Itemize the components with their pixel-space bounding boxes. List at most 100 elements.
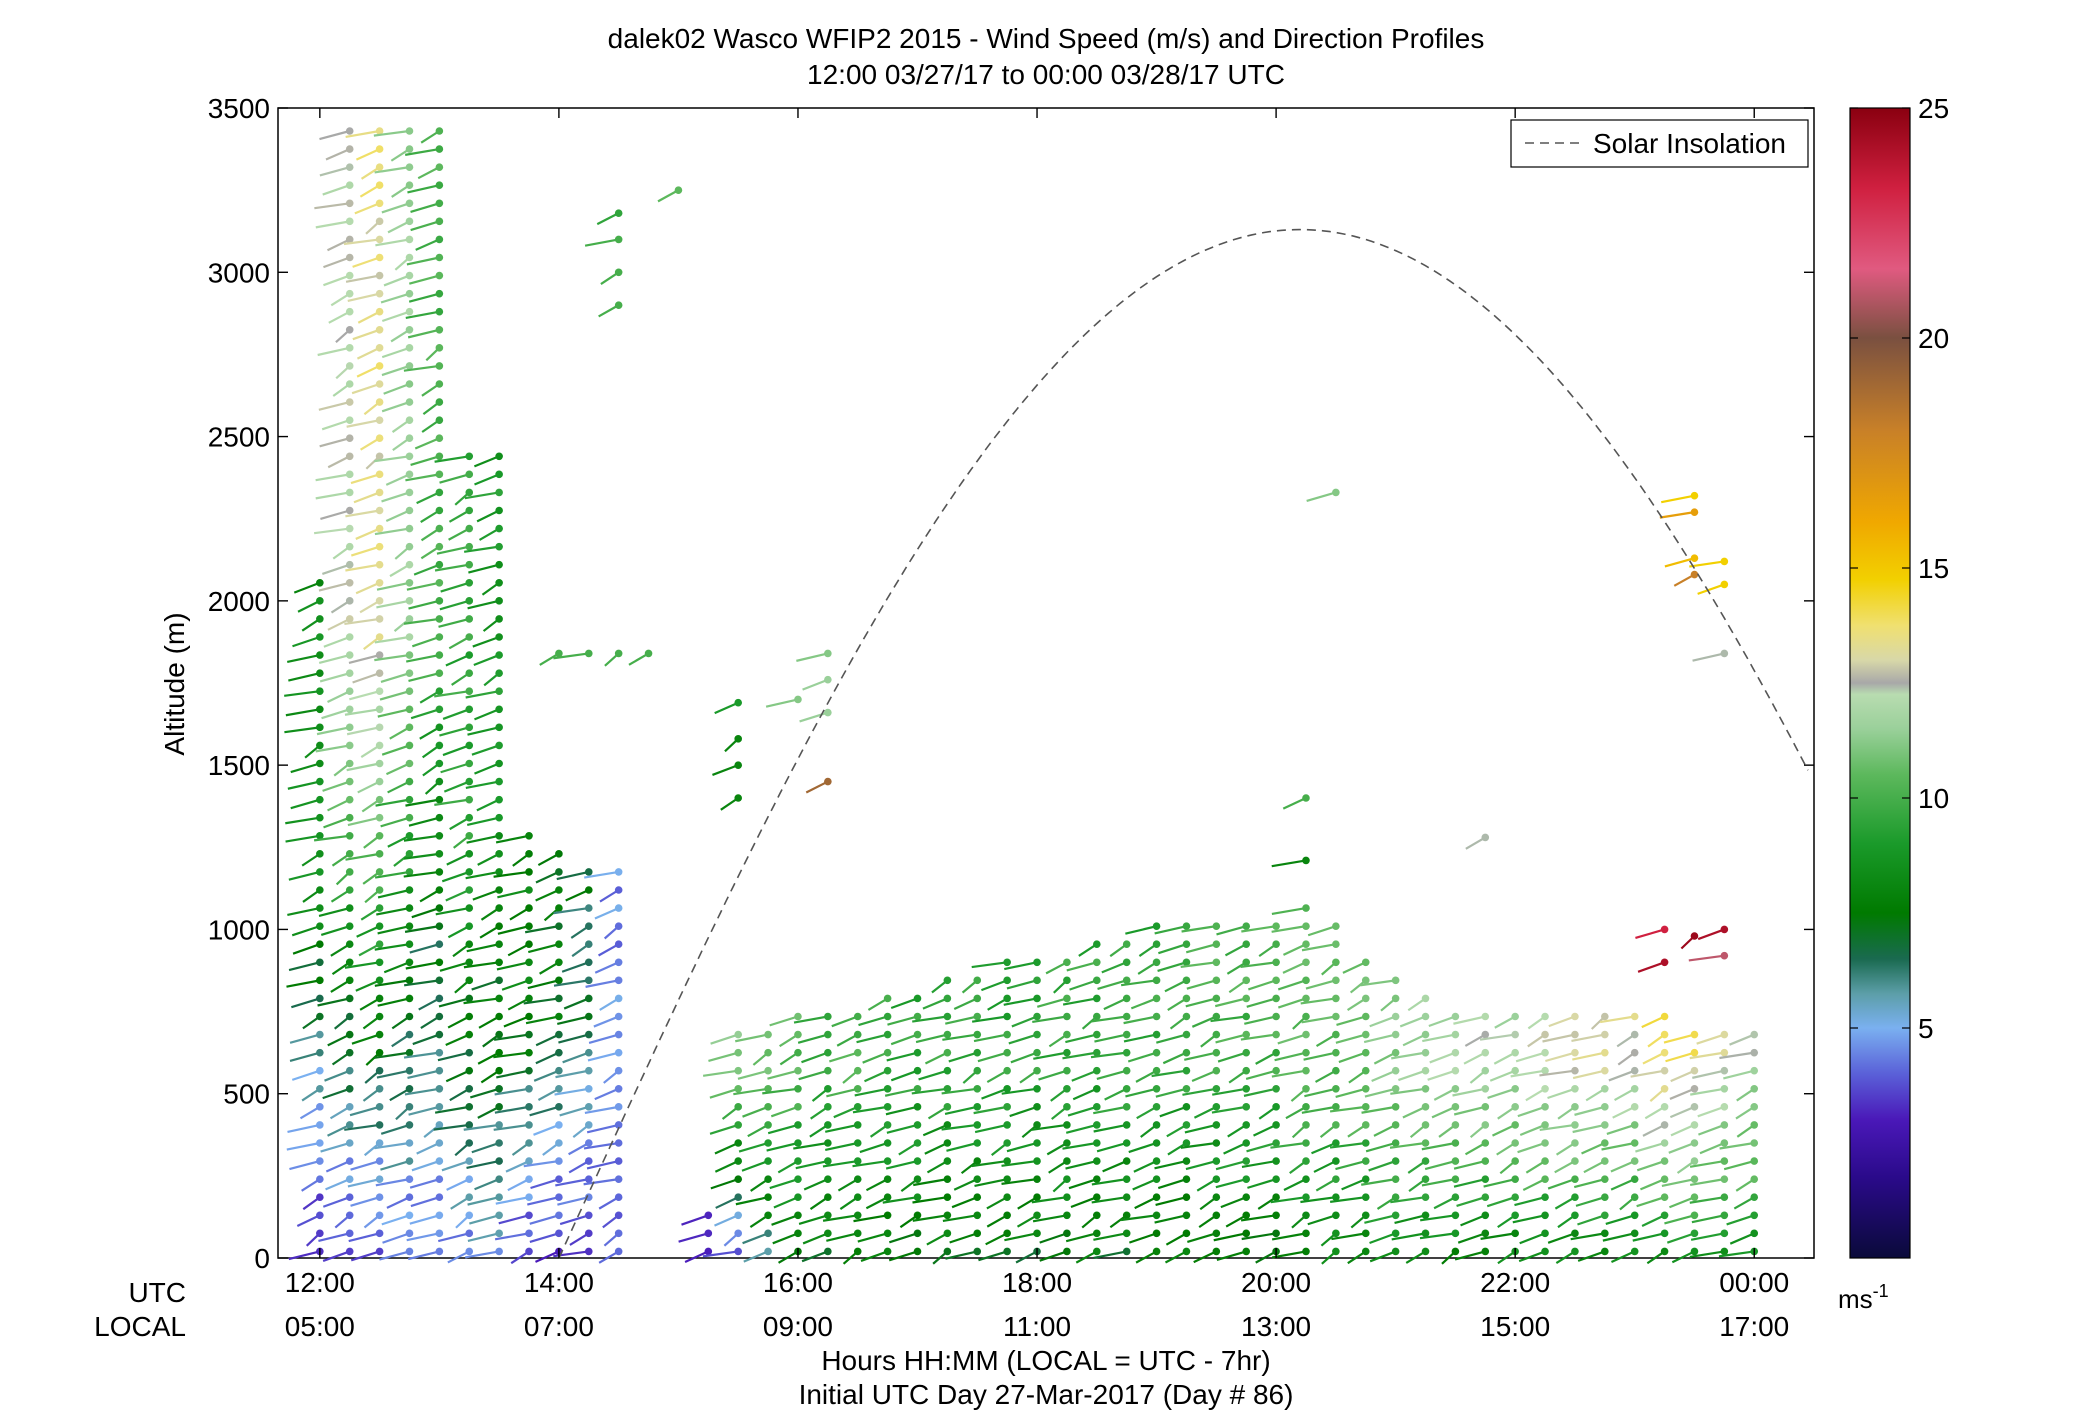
wind-barb-shaft-702 [1127, 1051, 1157, 1063]
wind-barb-point-576 [943, 1175, 952, 1183]
wind-barb-point-224 [405, 163, 414, 171]
wind-barb-shaft-939 [1539, 1069, 1576, 1077]
wind-barb-point-653 [1063, 976, 1071, 985]
wind-barb-shaft-338 [467, 1196, 500, 1206]
colorbar-tick-label-4: 25 [1918, 93, 1949, 124]
wind-barb-shaft-383 [495, 1196, 530, 1205]
wind-barb-point-848 [1391, 1139, 1400, 1147]
wind-barb-shaft-771 [1247, 1178, 1277, 1189]
wind-barb-point-24 [316, 813, 324, 822]
wind-barb-point-257 [435, 705, 444, 714]
wind-barb-point-30 [316, 705, 324, 714]
wind-barb-shaft-751 [1220, 1196, 1247, 1209]
wind-barb-shaft-574 [912, 1214, 948, 1222]
wind-barb-shaft-262 [403, 617, 440, 625]
wind-barb-point-53 [345, 976, 354, 985]
wind-barb-shaft-128 [346, 762, 380, 772]
wind-barb-point-399 [525, 904, 533, 912]
wind-barb-point-937 [1571, 1103, 1579, 1111]
wind-barb-shaft-246 [411, 907, 440, 919]
wind-barb-point-325 [465, 615, 474, 623]
wind-barb-point-419 [555, 976, 563, 985]
wind-barb-point-45 [345, 1121, 354, 1129]
x-tick-label-local-5: 15:00 [1480, 1311, 1550, 1342]
wind-barb-shaft-288 [405, 147, 440, 156]
wind-barb-point-359 [495, 813, 503, 822]
wind-barb-shaft-1051 [1697, 583, 1725, 595]
wind-barb-point-577 [943, 1157, 952, 1165]
wind-barb-point-467 [614, 922, 623, 930]
wind-barb-point-957 [1630, 1247, 1639, 1256]
wind-barb-shaft-123 [345, 852, 380, 861]
wind-barb-point-64 [345, 777, 354, 786]
wind-barb-shaft-435 [559, 1105, 590, 1117]
wind-barb-point-674 [1122, 1229, 1131, 1238]
wind-barb-point-85 [345, 398, 354, 406]
wind-barb-point-1054 [1660, 958, 1669, 967]
wind-barb-point-258 [435, 687, 444, 696]
wind-barb-point-958 [1630, 1229, 1639, 1238]
wind-barb-point-779 [1272, 1030, 1280, 1039]
wind-barb-point-711 [1182, 1229, 1191, 1238]
wind-barb-shaft-800 [1277, 997, 1307, 1009]
wind-barb-shaft-106 [350, 1160, 380, 1171]
wind-barb-point-273 [435, 416, 444, 424]
wind-barb-shaft-231 [409, 1178, 440, 1189]
wind-barb-point-163 [375, 127, 384, 135]
wind-barb-point-985 [1690, 1247, 1699, 1256]
wind-barb-point-773 [1272, 1139, 1280, 1147]
colorbar-tick-label-0: 5 [1918, 1013, 1934, 1044]
wind-barb-point-445 [584, 922, 593, 930]
wind-barb-shaft-1044 [1306, 491, 1337, 502]
wind-barb-shaft-895 [1453, 1105, 1486, 1116]
wind-barb-point-840 [1361, 976, 1370, 985]
wind-barb-shaft-142 [345, 509, 380, 518]
wind-barb-shaft-1046 [1661, 494, 1695, 504]
wind-barb-shaft-582 [918, 1069, 948, 1081]
wind-barb-shaft-213 [381, 364, 410, 377]
wind-barb-shaft-1003 [1689, 1159, 1725, 1168]
y-tick-label-2: 1000 [208, 914, 270, 945]
wind-barb-shaft-761 [1210, 1015, 1247, 1023]
wind-barb-point-939 [1571, 1066, 1579, 1075]
wind-barb-shaft-584 [915, 1033, 948, 1044]
wind-barb-point-253 [435, 777, 444, 786]
wind-barb-shaft-134 [348, 654, 380, 665]
wind-barb-shaft-10 [291, 1069, 321, 1081]
wind-barb-point-950 [1601, 1121, 1609, 1129]
wind-barb-shaft-216 [381, 310, 410, 323]
wind-barb-shaft-597 [941, 1087, 978, 1095]
wind-barb-point-227 [435, 1247, 444, 1256]
wind-barb-shaft-397 [507, 943, 530, 957]
wind-barb-shaft-740 [1184, 1051, 1217, 1061]
wind-barb-shaft-479 [714, 1160, 739, 1173]
wind-barb-point-535 [853, 1121, 862, 1129]
wind-barb-shaft-271 [410, 455, 440, 467]
wind-barb-shaft-976 [1636, 1160, 1665, 1172]
wind-barb-shaft-437 [555, 1069, 589, 1079]
wind-barb-shaft-41 [322, 1196, 351, 1208]
wind-barb-point-803 [1302, 940, 1310, 949]
wind-barb-shaft-218 [383, 274, 410, 287]
wind-barb-point-952 [1601, 1084, 1609, 1093]
wind-barb-shaft-382 [498, 1214, 530, 1225]
wind-barb-shaft-248 [403, 870, 440, 878]
wind-barbs [284, 127, 1759, 1265]
wind-barb-point-116 [375, 976, 384, 985]
wind-barb-point-13 [316, 1012, 324, 1021]
wind-barb-point-117 [375, 958, 384, 967]
wind-barb-point-232 [435, 1157, 444, 1165]
wind-barb-point-700 [1152, 1084, 1161, 1093]
wind-barb-shaft-333 [439, 473, 470, 484]
wind-barb-shaft-179 [374, 979, 410, 987]
wind-barb-shaft-171 [380, 1123, 410, 1135]
wind-barb-point-291 [465, 1229, 474, 1238]
wind-barb-point-164 [405, 1247, 414, 1256]
wind-barb-shaft-608 [974, 1178, 1008, 1188]
wind-barb-point-169 [405, 1157, 414, 1165]
wind-barb-shaft-33 [287, 653, 321, 663]
wind-barb-point-354 [495, 904, 503, 912]
wind-barb-shaft-98 [319, 166, 351, 177]
wind-barb-point-606 [1003, 1211, 1011, 1220]
wind-barb-point-571 [913, 994, 922, 1003]
